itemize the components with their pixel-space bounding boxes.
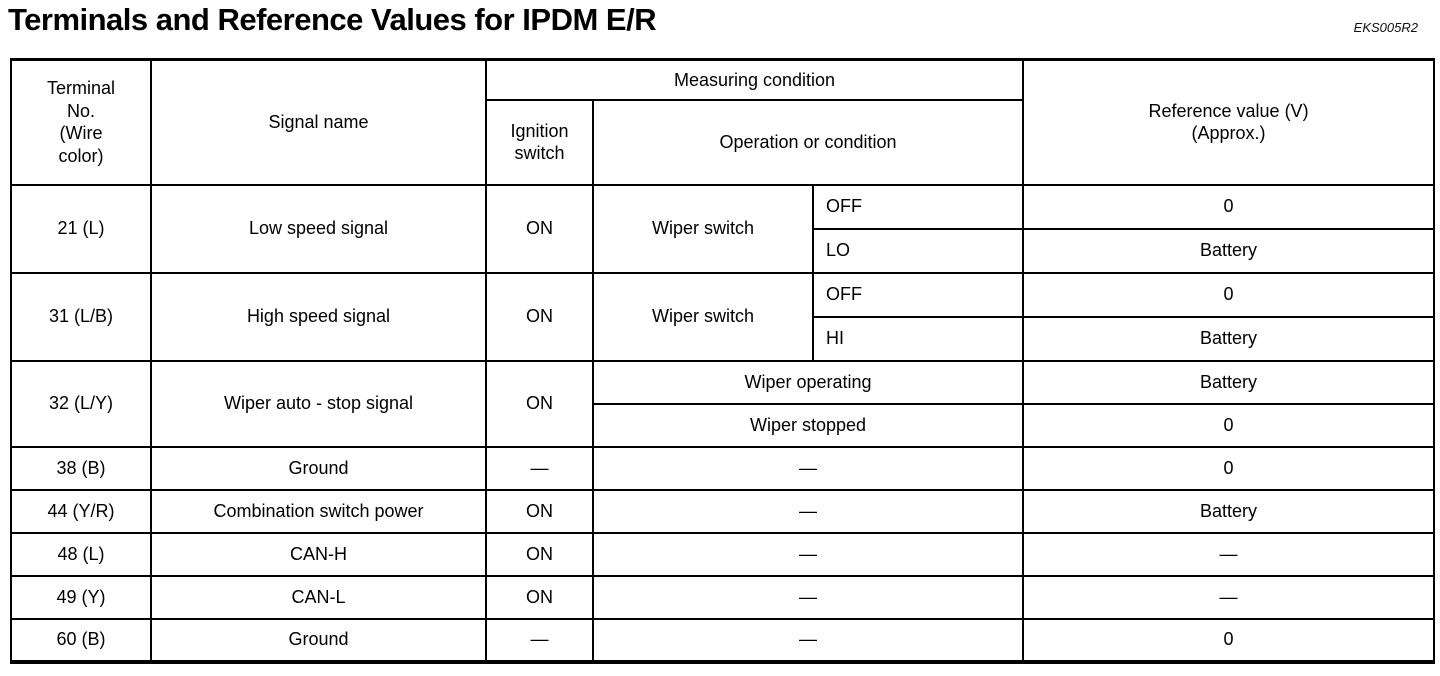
terminal-cell: 31 (L/B) [10, 271, 152, 362]
value-cell: Battery [1022, 227, 1436, 274]
value-cell: 0 [1022, 617, 1436, 663]
condition-cell: OFF [811, 183, 1025, 230]
header-signal-name: Signal name [150, 58, 487, 186]
header-measuring-condition: Measuring condition [484, 58, 1025, 101]
terminal-cell: 21 (L) [10, 183, 152, 274]
ignition-cell: ON [485, 183, 594, 274]
signal-cell: Wiper auto - stop signal [150, 359, 487, 448]
signal-cell: High speed signal [150, 271, 487, 362]
signal-cell: Combination switch power [150, 488, 487, 534]
value-cell: Battery [1022, 315, 1436, 362]
condition-cell: HI [811, 315, 1025, 362]
signal-cell: Low speed signal [150, 183, 487, 274]
value-cell: 0 [1022, 271, 1436, 318]
ignition-cell: ON [485, 271, 594, 362]
page-title: Terminals and Reference Values for IPDM … [8, 2, 657, 37]
table-row: LO Battery [11, 227, 1436, 274]
reference-table: Terminal No. (Wire color) Signal name Me… [10, 58, 1436, 664]
table-row: 32 (L/Y) Wiper auto - stop signal ON Wip… [10, 359, 1436, 448]
ignition-cell: — [485, 617, 594, 663]
condition-cell: OFF [811, 271, 1025, 318]
condition-cell: — [591, 488, 1025, 534]
value-cell: — [1022, 574, 1436, 620]
header-operation-condition: Operation or condition [591, 98, 1025, 186]
condition-cell: — [591, 617, 1025, 663]
switch-label-cell: Wiper switch [592, 271, 814, 362]
terminal-cell: 49 (Y) [10, 574, 152, 620]
table-row: 44 (Y/R) Combination switch power ON — B… [10, 488, 1436, 534]
table-row: 48 (L) CAN-H ON — — [10, 531, 1436, 577]
terminal-cell: 60 (B) [10, 617, 152, 663]
switch-label-cell: Wiper switch [592, 183, 814, 274]
table-row: Wiper stopped 0 [11, 402, 1436, 448]
terminal-cell: 32 (L/Y) [10, 359, 152, 448]
condition-cell: Wiper stopped [591, 402, 1025, 448]
condition-cell: — [591, 445, 1025, 491]
ignition-cell: ON [485, 359, 594, 448]
value-cell: Battery [1022, 488, 1436, 534]
value-cell: 0 [1022, 445, 1436, 491]
table-row: 31 (L/B) High speed signal ON Wiper swit… [10, 271, 1436, 362]
value-cell: 0 [1022, 402, 1436, 448]
ignition-cell: ON [485, 531, 594, 577]
value-cell: — [1022, 531, 1436, 577]
header-terminal: Terminal No. (Wire color) [10, 58, 152, 186]
table-header-row-2: Ignition switch Operation or condition [11, 98, 1434, 186]
document-code: EKS005R2 [1353, 20, 1418, 35]
condition-cell: Wiper operating [591, 359, 1025, 405]
header-ignition-switch: Ignition switch [485, 98, 594, 186]
table-row: 49 (Y) CAN-L ON — — [10, 574, 1436, 620]
condition-cell: — [591, 574, 1025, 620]
header-reference-value: Reference value (V) (Approx.) [1022, 58, 1436, 186]
value-cell: 0 [1022, 183, 1436, 230]
table-header-row-1: Terminal No. (Wire color) Signal name Me… [10, 58, 1436, 186]
terminal-cell: 44 (Y/R) [10, 488, 152, 534]
table-row: 60 (B) Ground — — 0 [10, 617, 1436, 663]
terminal-cell: 38 (B) [10, 445, 152, 491]
ignition-cell: ON [485, 574, 594, 620]
condition-cell: — [591, 531, 1025, 577]
condition-cell: LO [811, 227, 1025, 274]
ignition-cell: ON [485, 488, 594, 534]
terminal-cell: 48 (L) [10, 531, 152, 577]
ignition-cell: — [485, 445, 594, 491]
signal-cell: Ground [150, 445, 487, 491]
table-row: HI Battery [11, 315, 1436, 362]
table-row: 21 (L) Low speed signal ON Wiper switch … [10, 183, 1436, 274]
signal-cell: CAN-H [150, 531, 487, 577]
value-cell: Battery [1022, 359, 1436, 405]
signal-cell: Ground [150, 617, 487, 663]
table-row: 38 (B) Ground — — 0 [10, 445, 1436, 491]
signal-cell: CAN-L [150, 574, 487, 620]
